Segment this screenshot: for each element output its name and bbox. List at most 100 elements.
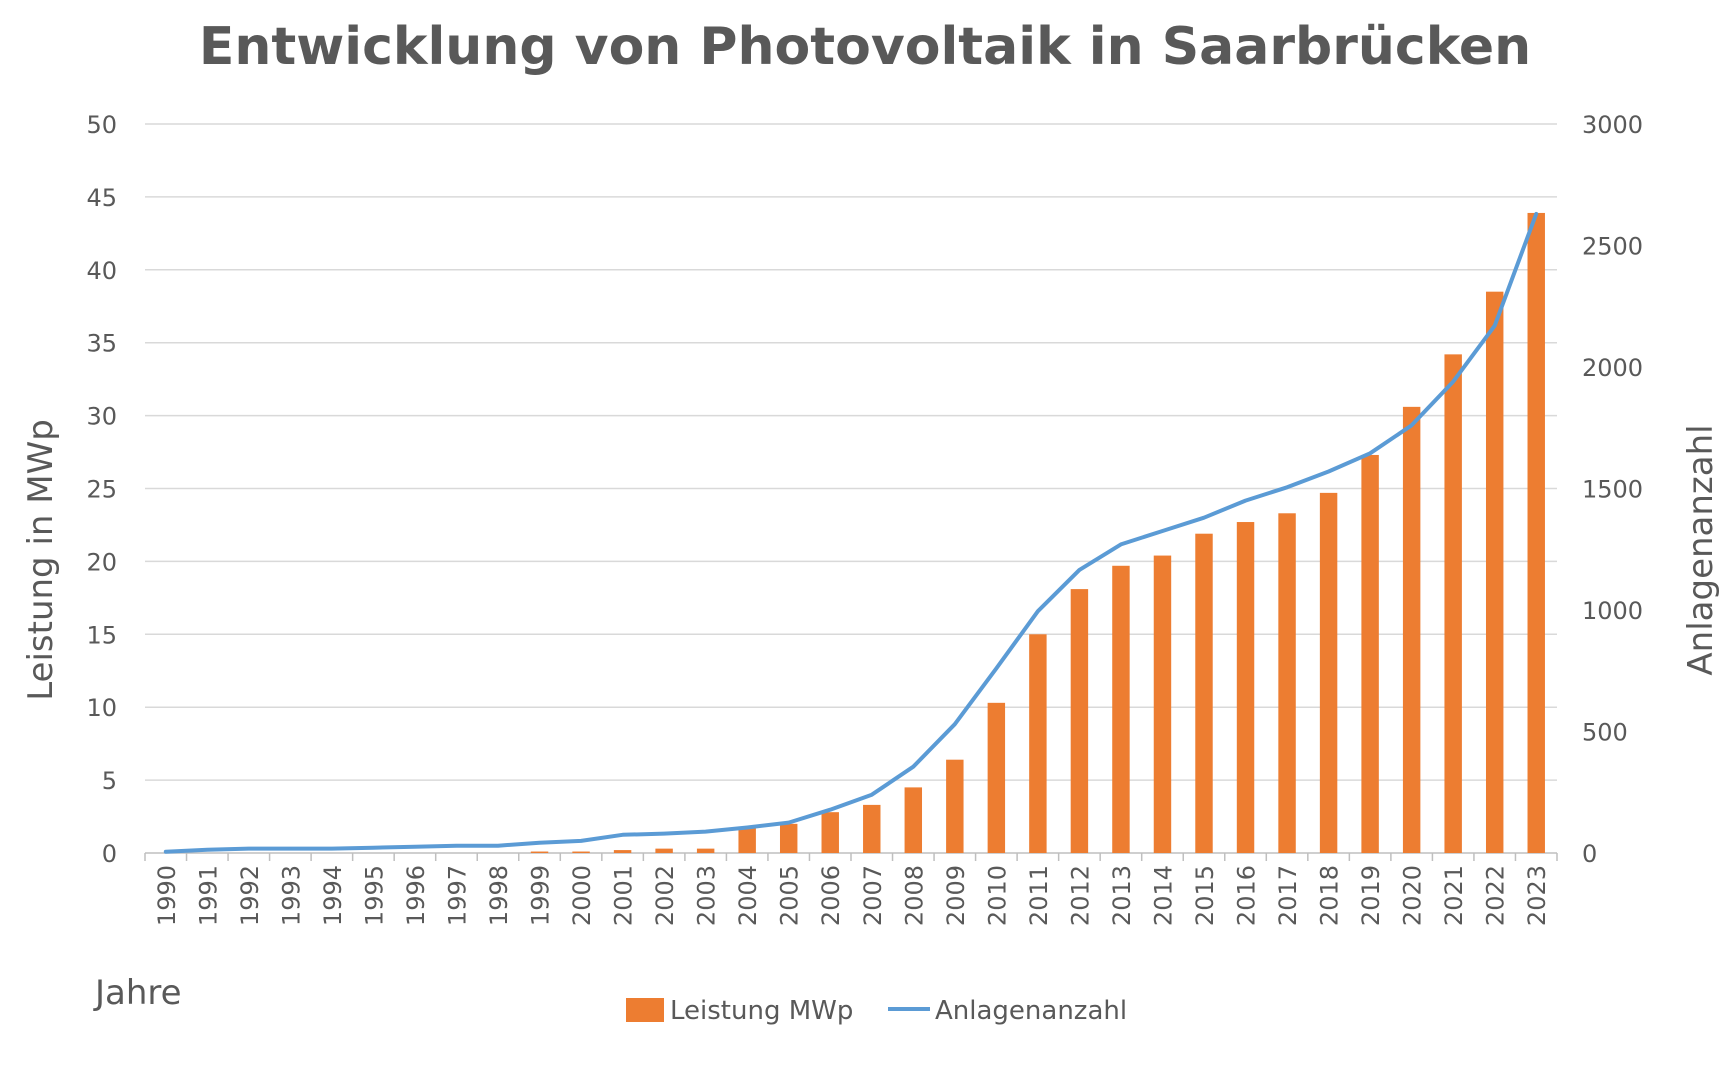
line-point (538, 841, 542, 845)
legend: Leistung MWp Anlagenanzahl (626, 996, 1127, 1026)
bar (1444, 354, 1462, 853)
bar (1070, 589, 1089, 853)
bar (1361, 454, 1379, 853)
x-tick-label: 2006 (817, 865, 845, 926)
bar (1485, 291, 1504, 853)
line-point (1036, 609, 1040, 613)
bar (738, 828, 756, 853)
line-point (1327, 469, 1331, 473)
bar (904, 787, 923, 853)
line-point (164, 850, 168, 854)
legend-bar-swatch (626, 998, 664, 1022)
y-tick-label: 10 (86, 694, 117, 722)
series-line (163, 211, 1539, 854)
x-tick-label: 2014 (1149, 865, 1177, 926)
y2-tick-label: 500 (1582, 719, 1628, 747)
x-tick-label: 2018 (1316, 865, 1344, 926)
line-point (454, 844, 458, 848)
x-axis-title: Jahre (93, 973, 182, 1013)
bar (1278, 513, 1296, 853)
x-tick-label: 2009 (942, 865, 970, 926)
legend-line-label: Anlagenanzahl (935, 996, 1127, 1026)
y-tick-label: 15 (86, 621, 117, 649)
line-point (1493, 324, 1497, 328)
bar (821, 812, 839, 853)
bar (1195, 533, 1213, 853)
x-tick-label: 1997 (443, 865, 471, 926)
line-point (787, 821, 791, 825)
bar (1153, 555, 1172, 853)
line-point (704, 830, 708, 834)
x-tick-label: 2005 (776, 865, 804, 926)
line-point (828, 808, 832, 812)
y-tick-label: 5 (102, 767, 117, 795)
x-tick-label: 2010 (983, 865, 1011, 926)
y-tick-label: 0 (102, 840, 117, 868)
x-tick-label: 2008 (900, 865, 928, 926)
line-point (745, 825, 749, 829)
x-tick-label: 1991 (194, 865, 222, 926)
bar (946, 759, 964, 853)
line-point (870, 793, 874, 797)
chart-title: Entwicklung von Photovoltaik in Saarbrüc… (199, 17, 1531, 77)
line-point (1534, 212, 1538, 216)
y2-tick-label: 3000 (1582, 111, 1643, 139)
y-tick-label: 35 (86, 330, 117, 358)
x-tick-label: 1996 (402, 865, 430, 926)
x-tick-label: 1992 (236, 865, 264, 926)
line-point (579, 839, 583, 843)
y-tick-label: 45 (86, 184, 117, 212)
x-tick-label: 2019 (1357, 865, 1385, 926)
x-tick-label: 2015 (1191, 865, 1219, 926)
x-tick-label: 2012 (1066, 865, 1094, 926)
x-tick-label: 1999 (527, 865, 555, 926)
right-axis-ticks: 0 500 1000 1500 2000 2500 3000 (1582, 111, 1643, 868)
y2-tick-label: 2000 (1582, 354, 1643, 382)
y-tick-label: 50 (86, 111, 117, 139)
bar (1236, 522, 1255, 853)
x-tick-label: 2023 (1523, 865, 1551, 926)
bar (1112, 565, 1130, 853)
x-axis-ticks: 1990 1991 1992 1993 1994 1995 1996 1997 1998 1999… (144, 853, 1558, 926)
line-series (163, 211, 1539, 854)
x-tick-label: 1994 (319, 865, 347, 926)
x-tick-label: 2007 (859, 865, 887, 926)
y2-tick-label: 2500 (1582, 233, 1643, 261)
x-tick-label: 1995 (360, 865, 388, 926)
y2-tick-label: 1500 (1582, 476, 1643, 504)
left-axis-ticks: 0 5 10 15 20 25 30 35 40 45 50 (86, 111, 117, 868)
line-point (1202, 516, 1206, 520)
y-tick-label: 20 (86, 548, 117, 576)
bar (572, 851, 590, 853)
x-tick-label: 1998 (485, 865, 513, 926)
bar (779, 823, 798, 853)
x-tick-label: 2011 (1025, 865, 1053, 926)
y-tick-label: 25 (86, 476, 117, 504)
y-axis-title: Leistung in MWp (21, 419, 61, 701)
x-tick-label: 2013 (1108, 865, 1136, 926)
line-point (1410, 423, 1414, 427)
bar (696, 848, 715, 853)
line-point (1285, 485, 1289, 489)
x-tick-label: 2017 (1274, 865, 1302, 926)
line-point (1119, 542, 1123, 546)
x-tick-label: 2022 (1482, 865, 1510, 926)
legend-bar-label: Leistung MWp (670, 996, 853, 1026)
bar (530, 851, 549, 853)
x-tick-label: 2001 (610, 865, 638, 926)
bar (1029, 634, 1047, 853)
bar (1319, 492, 1338, 853)
bar (613, 850, 632, 853)
y2-tick-label: 1000 (1582, 597, 1643, 625)
x-tick-label: 2000 (568, 865, 596, 926)
x-tick-label: 2020 (1399, 865, 1427, 926)
line-point (953, 722, 957, 726)
line-point (662, 832, 666, 836)
line-point (205, 848, 209, 852)
line-point (1368, 451, 1372, 455)
bar (655, 848, 673, 853)
x-tick-label: 2002 (651, 865, 679, 926)
bar-series (530, 212, 1545, 854)
y2-axis-title: Anlagenanzahl (1681, 424, 1721, 675)
